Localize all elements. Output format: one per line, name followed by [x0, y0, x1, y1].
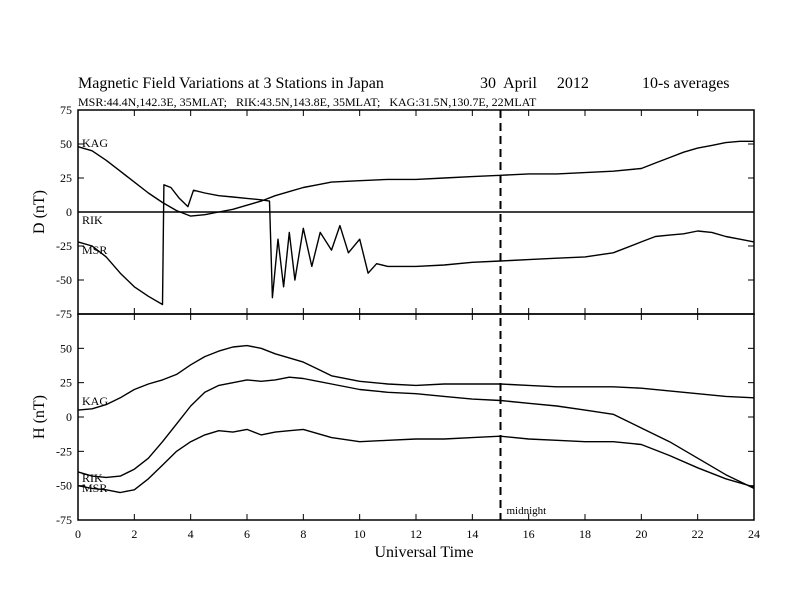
h-axis-label: H (nT): [31, 395, 48, 439]
x-tick-label: 4: [188, 527, 194, 541]
series-line-kag: [77, 344, 755, 411]
station-label-kag: KAG: [82, 136, 108, 150]
d-axis-label: D (nT): [31, 190, 48, 234]
chart-date: 30 April 2012: [480, 75, 589, 92]
series-line-msr: [77, 184, 755, 306]
series-line-kag: [77, 140, 754, 217]
d-panel: 75 50 25 0 -25 -50 -75 KAG RIK MSR: [56, 103, 755, 321]
x-tick-label: 22: [692, 527, 704, 541]
y-tick-label: -50: [56, 479, 72, 493]
station-label-msr: MSR: [82, 481, 107, 495]
station-label-rik: RIK: [82, 471, 103, 485]
x-tick-label: 2: [131, 527, 137, 541]
x-tick-label: 12: [410, 527, 422, 541]
x-tick-label: 6: [244, 527, 250, 541]
x-tick-label: 18: [579, 527, 591, 541]
y-tick-label: -75: [56, 513, 72, 527]
x-tick-label: 24: [748, 527, 760, 541]
x-tick-label: 8: [300, 527, 306, 541]
y-tick-label: -75: [56, 307, 72, 321]
x-tick-label: 0: [75, 527, 81, 541]
x-tick-label: 20: [635, 527, 647, 541]
series-line-rik: [77, 376, 755, 490]
y-tick-label: 0: [66, 205, 72, 219]
y-tick-label: -25: [56, 239, 72, 253]
y-tick-label: 25: [60, 171, 72, 185]
x-tick-label: 14: [466, 527, 478, 541]
x-axis-label: Universal Time: [374, 544, 473, 561]
station-label-rik: RIK: [82, 213, 103, 227]
y-tick-label: 0: [66, 410, 72, 424]
y-tick-label: 75: [60, 103, 72, 117]
y-tick-label: -25: [56, 444, 72, 458]
x-tick-label: 16: [523, 527, 535, 541]
chart-subtitle: MSR:44.4N,142.3E, 35MLAT; RIK:43.5N,143.…: [78, 95, 537, 109]
panel-frame: [77, 313, 755, 521]
x-tick-label: 10: [354, 527, 366, 541]
y-tick-label: 50: [60, 341, 72, 355]
x-tick-labels: 0 2 4 6 8 10 12 14 16 18 20 22 24: [75, 527, 760, 541]
y-tick-label: 50: [60, 137, 72, 151]
chart-title: Magnetic Field Variations at 3 Stations …: [78, 75, 384, 92]
y-tick-label: -50: [56, 273, 72, 287]
station-label-kag: KAG: [82, 394, 108, 408]
series-line-msr: [77, 428, 755, 494]
chart-averaging: 10-s averages: [642, 75, 730, 92]
midnight-label: midnight: [507, 505, 547, 517]
y-tick-label: 25: [60, 376, 72, 390]
station-label-msr: MSR: [82, 243, 107, 257]
